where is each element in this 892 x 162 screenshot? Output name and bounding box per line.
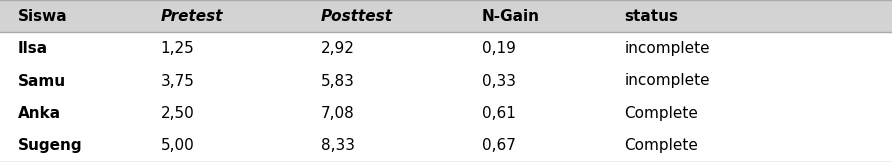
Text: incomplete: incomplete [624, 41, 710, 56]
Text: 2,50: 2,50 [161, 106, 194, 121]
Text: Ilsa: Ilsa [18, 41, 48, 56]
Text: 1,25: 1,25 [161, 41, 194, 56]
Text: Pretest: Pretest [161, 9, 223, 24]
Text: Samu: Samu [18, 74, 66, 88]
Text: Complete: Complete [624, 106, 698, 121]
Text: 0,61: 0,61 [482, 106, 516, 121]
Text: 0,67: 0,67 [482, 138, 516, 153]
Text: Complete: Complete [624, 138, 698, 153]
Text: 8,33: 8,33 [321, 138, 355, 153]
Text: 2,92: 2,92 [321, 41, 355, 56]
Text: 0,19: 0,19 [482, 41, 516, 56]
Text: Siswa: Siswa [18, 9, 68, 24]
Text: Sugeng: Sugeng [18, 138, 82, 153]
Text: status: status [624, 9, 679, 24]
Bar [0, 0, 892, 32]
Bar [0, 32, 892, 65]
Bar [0, 65, 892, 97]
Text: 5,00: 5,00 [161, 138, 194, 153]
Text: Posttest: Posttest [321, 9, 393, 24]
Bar [0, 97, 892, 130]
Bar [0, 130, 892, 162]
Text: 3,75: 3,75 [161, 74, 194, 88]
Text: N-Gain: N-Gain [482, 9, 540, 24]
Text: 7,08: 7,08 [321, 106, 355, 121]
Text: incomplete: incomplete [624, 74, 710, 88]
Text: 5,83: 5,83 [321, 74, 355, 88]
Text: Anka: Anka [18, 106, 61, 121]
Text: 0,33: 0,33 [482, 74, 516, 88]
